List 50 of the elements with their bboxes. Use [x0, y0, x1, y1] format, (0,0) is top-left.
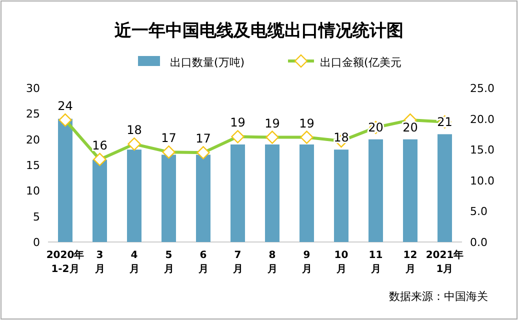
bar	[58, 118, 72, 242]
x-tick-label: 6 月	[197, 250, 208, 275]
data-label: 17	[196, 132, 211, 146]
x-tick-label: 9 月	[300, 250, 312, 275]
bar	[403, 139, 418, 242]
y2-tick-label: 20.0	[470, 112, 494, 126]
y2-tick-label: 10.0	[470, 174, 494, 188]
y-tick-label: 0	[33, 236, 40, 249]
chart-title: 近一年中国电线及电缆出口情况统计图	[114, 21, 404, 40]
bar	[265, 144, 280, 242]
y-tick-label: 30	[26, 82, 40, 95]
x-tick-label: 7 月	[232, 250, 243, 275]
bar	[300, 144, 314, 242]
data-label: 19	[299, 116, 314, 130]
bar	[334, 150, 348, 242]
bar	[230, 144, 245, 242]
source-note: 数据来源：中国海关	[389, 290, 488, 303]
data-label: 20	[402, 120, 418, 134]
legend-label: 出口金额(亿美元	[320, 56, 402, 69]
bar	[127, 150, 142, 242]
y-tick-label: 10	[26, 184, 40, 198]
y2-tick-label: 25.0	[470, 82, 494, 95]
data-label: 18	[126, 123, 142, 138]
y-tick-label: 20	[26, 133, 40, 146]
y-tick-label: 15	[26, 159, 40, 172]
x-tick-label: 12 月	[403, 250, 418, 275]
x-tick-label: 11 月	[368, 250, 383, 275]
x-tick-label: 3 月	[94, 250, 105, 275]
y-tick-label: 25	[26, 108, 40, 121]
data-label: 17	[161, 131, 176, 146]
x-tick-label: 4 月	[128, 250, 140, 275]
data-label: 16	[92, 138, 108, 152]
y2-tick-label: 15.0	[470, 144, 494, 157]
x-tick-label: 5 月	[162, 250, 174, 275]
data-label: 19	[230, 116, 246, 130]
legend-label: 出口数量(万吨)	[170, 56, 245, 69]
data-label: 24	[58, 99, 73, 114]
bar	[162, 154, 176, 242]
bar	[438, 134, 452, 242]
y2-tick-label: 5.0	[470, 205, 488, 218]
y2-tick-label: 0.0	[470, 236, 488, 249]
x-tick-label: 10 月	[334, 250, 348, 275]
bar	[196, 154, 210, 242]
x-tick-label: 2020年 1-2月	[46, 249, 84, 275]
y-tick-label: 5	[33, 210, 40, 224]
x-tick-label: 8 月	[266, 250, 278, 275]
data-label: 19	[264, 116, 280, 130]
x-tick-label: 2021年 1月	[426, 249, 464, 275]
bar	[92, 160, 107, 242]
bar	[368, 139, 383, 242]
